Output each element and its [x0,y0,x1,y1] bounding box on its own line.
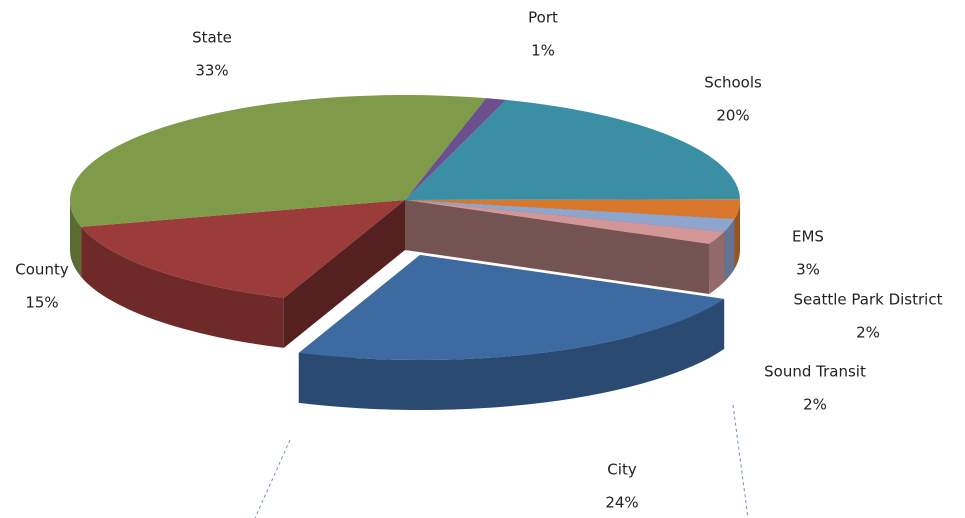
slice-value-label: 15% [25,294,58,312]
slice-label: City [607,461,637,479]
pie-slice [405,199,740,219]
pie-side [734,200,740,269]
labels: Port 1% Schools 20% EMS 3% Seattle Park Distri… [15,9,942,512]
pie-slice [405,200,735,232]
slice-label: Schools [704,74,762,92]
slice-label: State [192,29,232,47]
pie-slice [405,200,725,245]
slice-label: EMS [792,228,824,246]
slice-label: Sound Transit [764,363,866,381]
pie-side [724,218,735,282]
slice-value-label: 3% [796,261,820,279]
pie-slice [405,99,740,200]
slice-value-label: 33% [195,62,228,80]
slice-label: Seattle Park District [794,291,943,309]
slice-value-label: 2% [803,396,827,414]
pie-sides [70,200,740,348]
leader-line [254,439,291,518]
slice-value-label: 20% [716,107,749,125]
leader-line [732,404,749,518]
slice-label: County [15,261,69,279]
pie-cut-face [405,200,710,295]
pie-slice [405,98,507,200]
pie-side [81,226,284,348]
pie-slice [81,200,405,298]
pie-side [70,200,82,277]
pie-side [709,231,725,295]
exploded-slice [298,255,725,410]
pie-cut-face [283,200,405,348]
slice-label: Port [528,9,558,27]
slice-value-label: 1% [531,42,555,60]
pie-side [298,299,725,410]
pie-slice [298,255,725,361]
pie-tops [70,95,740,298]
slice-value-label: 24% [605,494,638,512]
slice-value-label: 2% [856,324,880,342]
pie-slice [70,95,487,227]
